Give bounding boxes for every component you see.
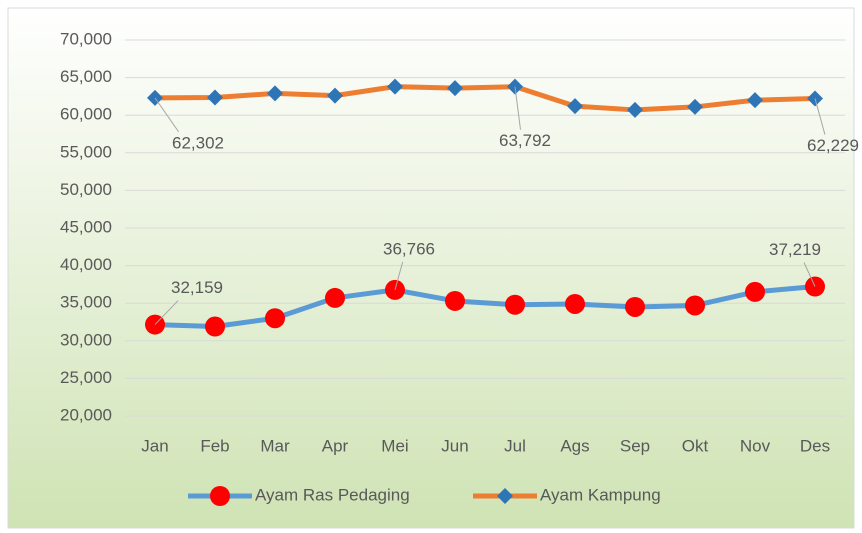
legend-marker: [497, 488, 513, 504]
data-label: 32,159: [171, 278, 223, 297]
chart-background: [7, 7, 855, 529]
y-tick-label: 65,000: [60, 67, 112, 86]
data-point: [265, 308, 285, 329]
data-point: [325, 287, 345, 308]
legend-marker: [210, 486, 230, 506]
data-point: [445, 290, 465, 311]
leader-line: [394, 261, 404, 291]
x-tick-label: Okt: [682, 436, 709, 455]
x-tick-label: Feb: [200, 436, 229, 455]
leader-line: [514, 86, 521, 130]
data-point: [207, 89, 223, 106]
data-point: [565, 293, 585, 314]
data-point: [267, 85, 283, 102]
data-point: [747, 92, 763, 109]
data-point: [447, 80, 463, 97]
y-tick-label: 20,000: [60, 405, 112, 424]
data-point: [505, 294, 525, 315]
x-tick-label: Nov: [740, 436, 771, 455]
series-line: [154, 84, 816, 113]
x-tick-label: Jan: [141, 436, 168, 455]
data-point: [205, 316, 225, 337]
x-tick-label: Apr: [322, 436, 349, 455]
y-tick-label: 40,000: [60, 255, 112, 274]
data-point: [627, 101, 643, 118]
legend-label: Ayam Ras Pedaging: [255, 485, 410, 504]
data-point: [687, 98, 703, 115]
leader-line: [154, 97, 180, 133]
y-tick-label: 45,000: [60, 217, 112, 236]
x-tick-label: Ags: [560, 436, 589, 455]
data-label: 62,302: [172, 133, 224, 152]
x-tick-label: Mei: [381, 436, 408, 455]
y-tick-label: 55,000: [60, 142, 112, 161]
data-label: 63,792: [499, 131, 551, 150]
x-tick-label: Sep: [620, 436, 650, 455]
data-point: [327, 87, 343, 104]
x-tick-label: Des: [800, 436, 830, 455]
legend-label: Ayam Kampung: [540, 485, 661, 504]
data-point: [567, 98, 583, 115]
y-tick-label: 35,000: [60, 293, 112, 312]
data-point: [387, 78, 403, 95]
leader-line: [154, 300, 179, 325]
y-tick-label: 70,000: [60, 29, 112, 48]
y-tick-label: 25,000: [60, 368, 112, 387]
y-tick-label: 30,000: [60, 330, 112, 349]
x-tick-label: Mar: [260, 436, 290, 455]
data-label: 62,229: [807, 136, 859, 155]
leader-line: [803, 262, 816, 287]
data-point: [685, 295, 705, 316]
y-tick-label: 50,000: [60, 180, 112, 199]
series-line: [154, 284, 816, 330]
leader-line: [814, 98, 826, 135]
data-label: 37,219: [769, 240, 821, 259]
y-tick-label: 60,000: [60, 105, 112, 124]
data-point: [625, 296, 645, 317]
data-label: 36,766: [383, 239, 435, 258]
x-tick-label: Jun: [441, 436, 468, 455]
x-tick-label: Jul: [504, 436, 526, 455]
data-point: [745, 281, 765, 302]
